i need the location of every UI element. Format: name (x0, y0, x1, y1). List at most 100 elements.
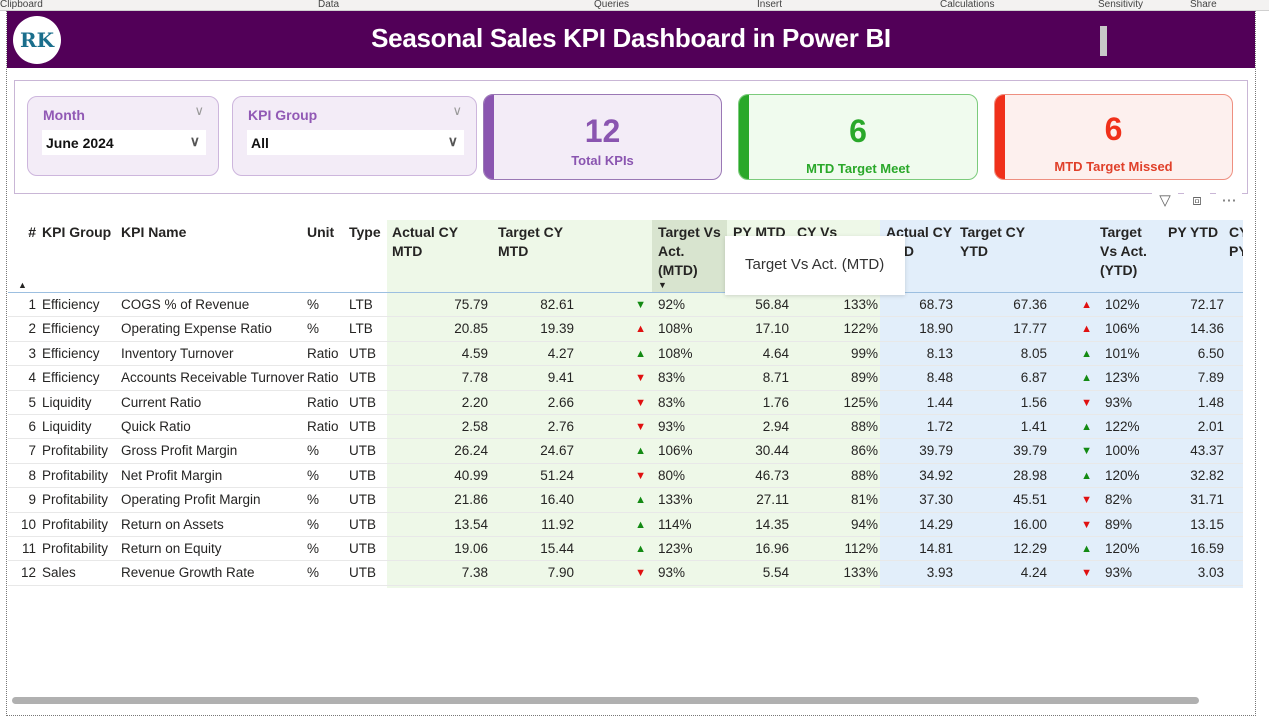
table-row[interactable]: 9 Profitability Operating Profit Margin% UT… (8, 488, 1243, 513)
ribbon-group-clipboard[interactable]: Clipboard (0, 0, 43, 10)
header-kpi-group[interactable]: KPI Group (42, 224, 112, 240)
header-actual-cy-mtd[interactable]: Actual CY MTD (392, 224, 458, 259)
ribbon-group-queries[interactable]: Queries (594, 0, 630, 10)
cell-py-mtd: 1.76 (762, 394, 789, 410)
cell-tgt-mtd: 11.92 (541, 516, 574, 532)
header-number[interactable]: # (28, 224, 36, 240)
cell-py-mtd: 30.44 (755, 443, 789, 459)
arrow-down-red-icon: ▼ (1081, 396, 1092, 409)
month-slicer[interactable]: Month ∨ June 2024 ∨ (27, 96, 219, 176)
table-row[interactable]: 12 Sales Revenue Growth Rate% UTB 7.38 7.90 ▼ 9… (8, 561, 1243, 586)
cell-act-ytd: 8.48 (926, 370, 953, 386)
focus-mode-icon[interactable]: ⧈ (1184, 189, 1210, 211)
arrow-down-red-icon: ▼ (1081, 494, 1092, 507)
table-row[interactable]: 7 Profitability Gross Profit Margin% UTB 26.… (8, 439, 1243, 464)
header-target-vs-act-ytd[interactable]: Target Vs Act. (YTD) (1100, 224, 1147, 278)
table-row[interactable]: 10 Profitability Return on Assets% UTB 13.54… (8, 513, 1243, 537)
arrow-down-green-icon: ▼ (635, 299, 646, 311)
cell-py-mtd: 56.84 (755, 297, 789, 312)
card-stripe (484, 95, 494, 179)
header-cy-vs-py-ytd[interactable]: CY Vs PY (YTD) (1229, 224, 1243, 259)
cell-n: 1 (28, 297, 36, 312)
chevron-down-icon[interactable]: ∨ (447, 133, 458, 149)
cell-pct-ytd: 123% (1105, 370, 1140, 386)
cell-act-mtd: 7.78 (461, 370, 488, 386)
cell-group: Liquidity (42, 419, 92, 434)
ribbon-group-data[interactable]: Data (318, 0, 340, 10)
month-dropdown[interactable]: June 2024 ∨ (42, 130, 206, 155)
ribbon-group-insert[interactable]: Insert (757, 0, 783, 10)
cell-tgt-ytd: 1.56 (1020, 394, 1047, 410)
company-logo: RK (13, 16, 61, 64)
header-type[interactable]: Type (349, 224, 381, 240)
cell-act-ytd: 8.13 (926, 345, 953, 361)
cell-name: Return on Assets (121, 516, 224, 532)
cell-act-ytd: 37.30 (919, 492, 953, 508)
card-caption: MTD Target Missed (1054, 159, 1173, 174)
cell-unit: % (307, 541, 320, 556)
table-row[interactable]: 3 Efficiency Inventory Turnover Ratio UTB 4.5… (8, 342, 1243, 367)
table-row[interactable]: 8 Profitability Net Profit Margin% UTB 40.99… (8, 464, 1243, 489)
cell-group: Efficiency (42, 321, 100, 337)
collapse-chevron-icon[interactable]: ∨ (194, 103, 204, 118)
table-row[interactable]: 11 Profitability Return on Equity% UTB 19.06… (8, 537, 1243, 562)
cell-act-ytd: 18.90 (919, 321, 953, 337)
table-row[interactable]: 1 Efficiency COGS % of Revenue% LTB 75.79 82.… (8, 293, 1243, 318)
header-target-cy-mtd[interactable]: Target CY MTD (498, 224, 563, 259)
cell-group: Efficiency (42, 345, 100, 361)
table-row[interactable]: 2 Efficiency Operating Expense Ratio% LTB 20… (8, 317, 1243, 342)
cell-name: Accounts Receivable Turnover (121, 370, 305, 386)
column-tooltip: Target Vs Act. (MTD) (725, 236, 905, 295)
cell-unit: % (307, 297, 320, 312)
ribbon-group-share[interactable]: Share (1190, 0, 1217, 10)
arrow-up-green-icon: ▲ (635, 494, 646, 507)
filter-icon[interactable]: ▽ (1152, 189, 1178, 211)
cell-tgt-ytd: 39.79 (1013, 443, 1047, 459)
cell-py-mtd: 8.71 (762, 370, 789, 386)
arrow-up-green-icon: ▲ (1081, 347, 1092, 360)
ribbon: Clipboard Data Queries Insert Calculatio… (0, 0, 1269, 11)
cell-name: Current Ratio (121, 394, 202, 410)
cell-pct-ytd: 106% (1105, 321, 1140, 337)
more-options-icon[interactable]: ⋯ (1216, 189, 1242, 211)
arrow-up-red-icon: ▲ (635, 323, 646, 336)
arrow-up-red-icon: ▲ (1081, 299, 1092, 311)
cell-unit: % (307, 443, 320, 459)
cell-unit: Ratio (307, 345, 339, 361)
cell-pct-ytd: 120% (1105, 541, 1140, 556)
table-row[interactable]: 6 Liquidity Quick Ratio Ratio UTB 2.58 2.76 ▼ 93… (8, 415, 1243, 440)
cell-pct-mtd: 80% (658, 467, 686, 483)
header-unit[interactable]: Unit (307, 224, 335, 240)
cell-tgt-mtd: 19.39 (540, 321, 574, 337)
cell-py-ytd: 3.03 (1197, 565, 1224, 581)
cell-tgt-ytd: 6.87 (1020, 370, 1047, 386)
kpi-group-dropdown[interactable]: All ∨ (247, 130, 464, 155)
header-target-vs-act-mtd[interactable]: Target Vs Act. (MTD) (658, 224, 721, 278)
cell-type: UTB (349, 345, 376, 361)
chevron-down-icon[interactable]: ∨ (189, 133, 200, 149)
header-py-ytd[interactable]: PY YTD (1168, 224, 1219, 240)
cell-py-ytd: 43.37 (1190, 443, 1224, 459)
header-kpi-name[interactable]: KPI Name (121, 224, 187, 240)
collapse-chevron-icon[interactable]: ∨ (452, 103, 462, 118)
header-target-cy-ytd[interactable]: Target CY YTD (960, 224, 1025, 259)
sort-descending-icon[interactable]: ▼ (658, 280, 667, 290)
cell-act-mtd: 2.58 (461, 419, 488, 434)
cell-n: 7 (28, 443, 36, 459)
kpi-group-slicer[interactable]: KPI Group ∨ All ∨ (232, 96, 477, 176)
cell-cyvspy: 88% (850, 467, 878, 483)
month-slicer-label: Month (43, 107, 85, 123)
sort-ascending-icon[interactable]: ▲ (18, 280, 27, 290)
cell-py-mtd: 17.10 (755, 321, 789, 337)
ribbon-group-calculations[interactable]: Calculations (940, 0, 995, 10)
cell-tgt-ytd: 45.51 (1013, 492, 1047, 508)
cell-act-ytd: 14.29 (919, 516, 953, 532)
cell-name: Operating Expense Ratio (121, 321, 272, 337)
horizontal-scrollbar[interactable] (12, 697, 1199, 704)
table-row[interactable]: 4 Efficiency Accounts Receivable Turnover R… (8, 366, 1243, 391)
cell-tgt-ytd: 67.36 (1013, 297, 1047, 312)
ribbon-group-sensitivity[interactable]: Sensitivity (1098, 0, 1144, 10)
table-row[interactable]: 5 Liquidity Current Ratio Ratio UTB 2.20 2.66 ▼… (8, 391, 1243, 415)
cell-pct-mtd: 106% (658, 443, 693, 459)
card-total-kpis: 12 Total KPIs (483, 94, 722, 180)
